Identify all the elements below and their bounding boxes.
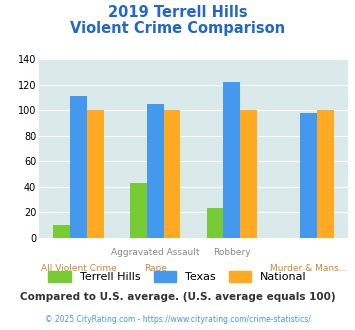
Bar [317, 110, 334, 238]
Bar [87, 110, 104, 238]
Text: Compared to U.S. average. (U.S. average equals 100): Compared to U.S. average. (U.S. average … [20, 292, 335, 302]
Bar [147, 104, 164, 238]
Text: 2019 Terrell Hills: 2019 Terrell Hills [108, 5, 247, 20]
Bar [240, 110, 257, 238]
Text: Violent Crime Comparison: Violent Crime Comparison [70, 21, 285, 36]
Bar [300, 113, 317, 238]
Bar [223, 82, 240, 238]
Bar [70, 96, 87, 238]
Bar [53, 225, 70, 238]
Text: Murder & Mans...: Murder & Mans... [270, 264, 347, 273]
Text: © 2025 CityRating.com - https://www.cityrating.com/crime-statistics/: © 2025 CityRating.com - https://www.city… [45, 315, 310, 324]
Text: All Violent Crime: All Violent Crime [40, 264, 116, 273]
Text: Aggravated Assault: Aggravated Assault [111, 248, 200, 257]
Text: Robbery: Robbery [213, 248, 251, 257]
Text: Rape: Rape [144, 264, 166, 273]
Bar [130, 183, 147, 238]
Bar [207, 208, 223, 238]
Legend: Terrell Hills, Texas, National: Terrell Hills, Texas, National [44, 266, 311, 286]
Bar [164, 110, 180, 238]
